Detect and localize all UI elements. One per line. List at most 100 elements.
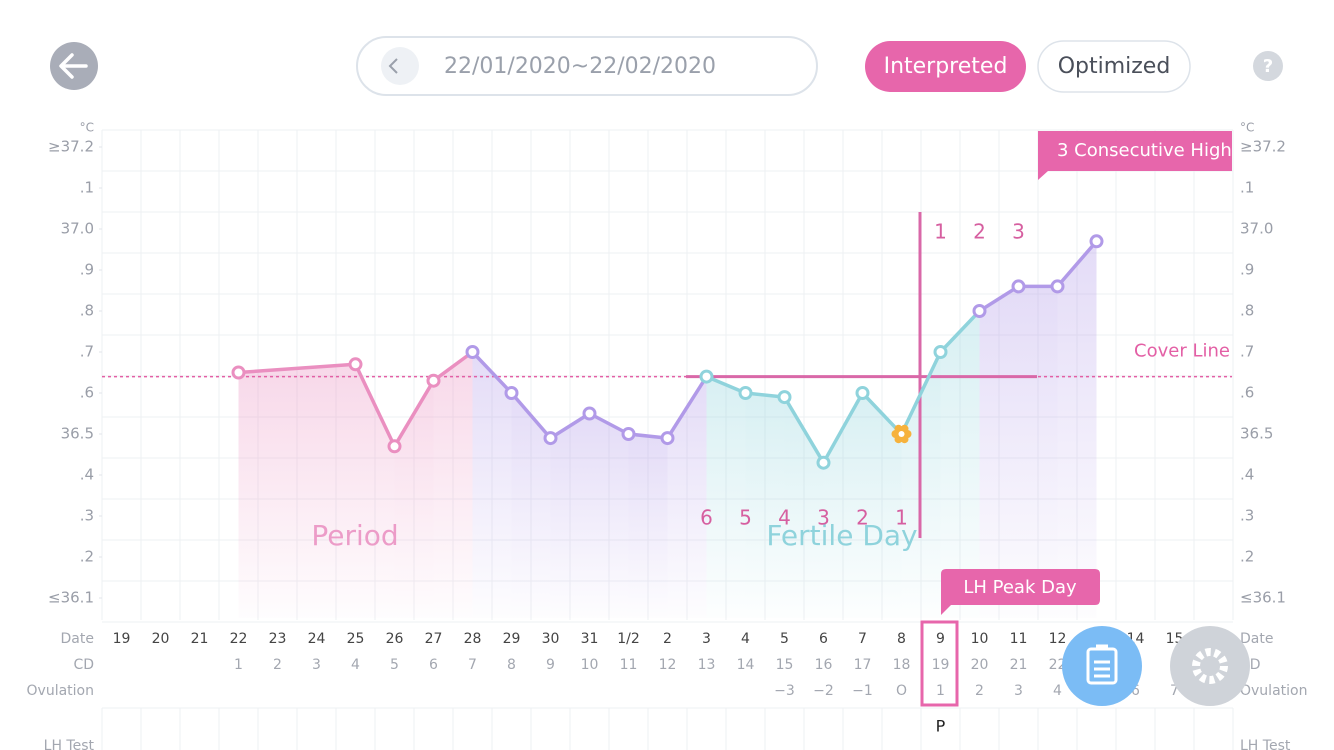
point	[972, 304, 987, 318]
line-segment	[471, 350, 513, 395]
high-callout: 3 Consecutive High	[1038, 131, 1232, 180]
point	[933, 345, 948, 359]
line-segment	[1056, 240, 1098, 288]
chart: °C °C ≥37.2 ≥37.2 .1 .1 37.0 37.0 .9 .9 .8 .8 .7 .7 .6…	[27, 121, 1307, 750]
tab-label: Interpreted	[884, 54, 1008, 79]
date-label: 12	[1049, 631, 1067, 647]
line-segment	[510, 391, 552, 440]
cycle-day: 14	[737, 657, 755, 673]
area	[784, 397, 824, 618]
cycle-day: 17	[854, 657, 872, 673]
settings-icon-hole	[1204, 660, 1216, 672]
cycle-day: 19	[932, 657, 950, 673]
date-range: 22/01/2020~22/02/2020	[444, 54, 716, 79]
notes-icon	[1086, 647, 1118, 685]
line-segment	[939, 309, 981, 354]
date-label: 26	[386, 631, 404, 647]
y-tick-label: .6	[1240, 384, 1254, 402]
ovulation-day: O	[896, 683, 907, 699]
back-icon	[59, 53, 88, 79]
help-icon: ?	[1263, 56, 1273, 77]
cycle-day: 21	[1010, 657, 1028, 673]
point	[387, 439, 402, 454]
cycle-day: 16	[815, 657, 833, 673]
line-segment	[392, 379, 436, 448]
line-segment	[899, 351, 943, 435]
date-label: 28	[464, 631, 482, 647]
area	[667, 376, 707, 618]
y-tick-label: .9	[80, 261, 94, 279]
point	[426, 373, 441, 388]
point	[855, 386, 870, 400]
help-button[interactable]	[1253, 51, 1283, 81]
y-tick-label: .7	[1240, 343, 1254, 361]
area	[394, 380, 434, 618]
area	[979, 286, 1019, 618]
point	[738, 386, 753, 400]
range-icon	[381, 47, 419, 85]
unit-label: °C	[1240, 121, 1254, 135]
y-tick-label: ≥37.2	[48, 138, 94, 156]
y-tick-label: .4	[1240, 466, 1254, 484]
high-count-number: 3	[1012, 220, 1025, 244]
y-tick-label: 37.0	[1240, 220, 1273, 238]
ovulation-day: 1	[936, 683, 945, 699]
point	[348, 357, 363, 372]
point	[660, 431, 675, 446]
countdown-number: 4	[778, 506, 791, 530]
line-segment	[238, 362, 356, 375]
notes-icon-lines	[1094, 644, 1110, 678]
petal	[894, 424, 903, 433]
tab-optimized[interactable]	[1037, 40, 1191, 93]
row-label: Date	[1240, 631, 1273, 647]
ovulation-day: 2	[975, 683, 984, 699]
line-segment	[353, 363, 397, 448]
y-tick-label: ≥37.2	[1240, 138, 1286, 156]
date-label: 31	[581, 631, 599, 647]
cycle-day: 13	[698, 657, 716, 673]
y-tick-label: 36.5	[1240, 425, 1273, 443]
point	[621, 427, 636, 441]
high-count-number: 1	[934, 220, 947, 244]
cycle-day: 18	[893, 657, 911, 673]
ovulation-day: 6	[1131, 683, 1140, 699]
cycle-day: 20	[971, 657, 989, 673]
date-label: 19	[113, 631, 131, 647]
lh-mark: P	[936, 717, 946, 736]
date-label: 6	[819, 631, 828, 647]
countdown-number: 2	[856, 506, 869, 530]
cycle-day: 1	[234, 657, 243, 673]
cycle-day: 6	[429, 657, 438, 673]
line-segment	[978, 284, 1020, 313]
cycle-day: 2	[273, 657, 282, 673]
area	[862, 393, 902, 618]
cycle-day: 7	[468, 657, 477, 673]
date-label: 7	[858, 631, 867, 647]
notes-button[interactable]	[1062, 626, 1142, 706]
area	[1057, 241, 1097, 619]
area	[628, 434, 668, 618]
date-label: 22	[230, 631, 248, 647]
area	[745, 393, 785, 618]
tab-interpreted[interactable]	[865, 41, 1026, 92]
cycle-day: 3	[312, 657, 321, 673]
unit-label: °C	[80, 121, 94, 135]
ovulation-day: −2	[813, 683, 834, 699]
y-tick-label: .3	[1240, 507, 1254, 525]
callout-box	[1038, 131, 1232, 180]
cycle-day: 22	[1049, 657, 1067, 673]
date-range-picker[interactable]	[356, 36, 818, 96]
line-segment	[588, 411, 630, 436]
area	[472, 352, 512, 618]
ovulation-point	[891, 424, 912, 444]
petal	[900, 424, 909, 433]
y-tick-label: 36.5	[61, 425, 94, 443]
y-tick-label: .9	[1240, 261, 1254, 279]
cycle-day: 9	[546, 657, 555, 673]
point	[777, 390, 792, 405]
cycle-day: 8	[507, 657, 516, 673]
date-label: 11	[1010, 631, 1028, 647]
y-tick-label: ≤36.1	[1240, 589, 1286, 607]
line-segment	[705, 374, 747, 395]
point	[582, 406, 597, 421]
